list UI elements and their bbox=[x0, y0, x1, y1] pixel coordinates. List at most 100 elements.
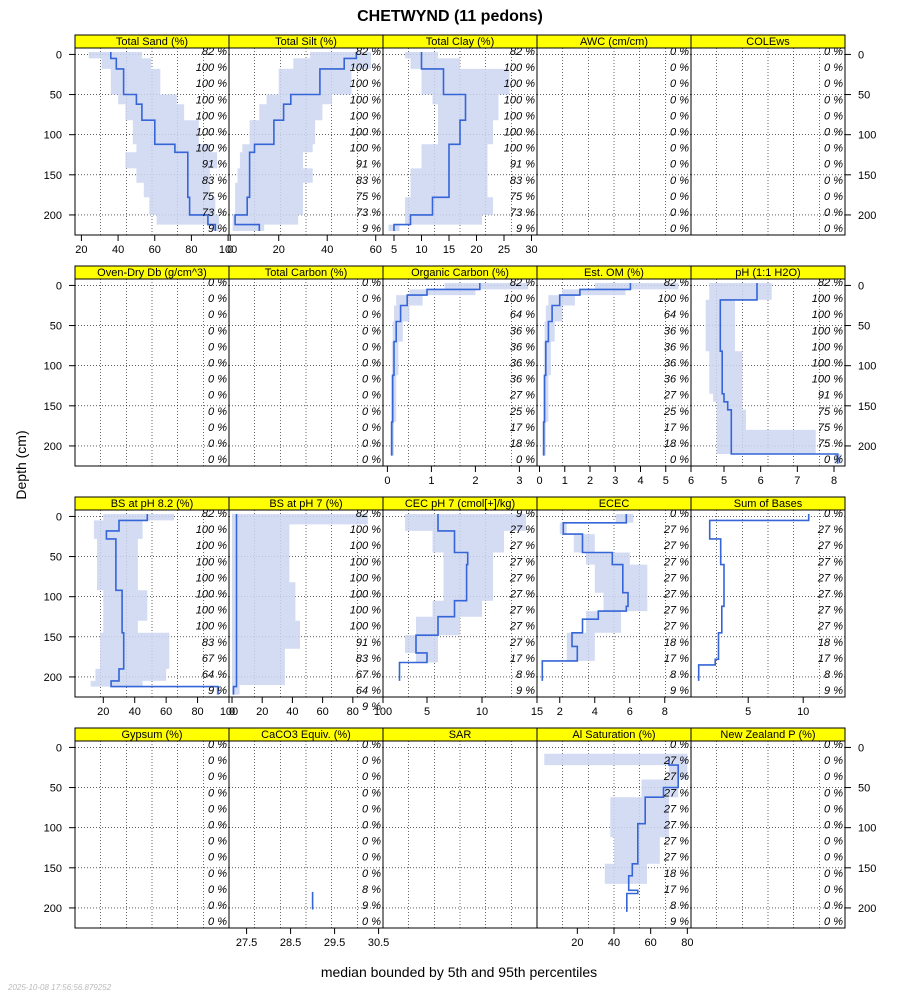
x-tick-label: 0 bbox=[384, 475, 390, 487]
x-tick-label: 2 bbox=[557, 706, 563, 718]
sample-percent-label: 27 % bbox=[817, 621, 843, 633]
sample-percent-label: 27 % bbox=[663, 390, 689, 402]
sample-percent-label: 0 % bbox=[824, 820, 843, 832]
x-tick-label: 20 bbox=[470, 244, 482, 256]
panel: Est. OM (%) 82 % 100 % 64 % 36 % 36 % 36 % 36 %… bbox=[536, 265, 692, 467]
sample-percent-label: 27 % bbox=[663, 820, 689, 832]
x-tick-label: 5 bbox=[424, 706, 430, 718]
sample-percent-label: 27 % bbox=[509, 390, 535, 402]
sample-percent-label: 9 % bbox=[516, 508, 535, 520]
sample-percent-label: 64 % bbox=[510, 309, 535, 321]
x-tick-label: 1 bbox=[562, 475, 568, 487]
sample-percent-label: 82 % bbox=[356, 46, 381, 58]
y-tick-label: 100 bbox=[44, 592, 62, 604]
panel-title: AWC (cm/cm) bbox=[580, 36, 648, 48]
sample-percent-label: 73 % bbox=[356, 207, 381, 219]
sample-percent-label: 27 % bbox=[509, 572, 535, 584]
sample-percent-label: 0 % bbox=[824, 836, 843, 848]
x-tick-label: 80 bbox=[185, 244, 197, 256]
x-tick-label: 40 bbox=[112, 244, 124, 256]
x-tick-label: 27.5 bbox=[236, 937, 257, 949]
y-tick-label-right: 150 bbox=[858, 401, 876, 413]
median-line bbox=[697, 514, 810, 681]
sample-percent-label: 0 % bbox=[362, 390, 381, 402]
panel: New Zealand P (%) 0 % 0 % 0 % 0 % 0 % 0 % 0 % 0 … bbox=[690, 727, 846, 929]
sample-percent-label: 0 % bbox=[824, 143, 843, 155]
sample-percent-label: 100 % bbox=[196, 143, 227, 155]
sample-percent-label: 27 % bbox=[817, 540, 843, 552]
x-tick-label: 40 bbox=[286, 706, 298, 718]
percentile-band bbox=[232, 52, 371, 231]
x-tick-label: 1 bbox=[428, 475, 434, 487]
sample-percent-label: 9 % bbox=[208, 685, 227, 697]
x-tick-label: 40 bbox=[608, 937, 620, 949]
sample-percent-label: 82 % bbox=[818, 277, 843, 289]
x-tick-label: 60 bbox=[645, 937, 657, 949]
panel: BS at pH 7 (%) 82 % 100 % 100 % 100 % 100 % 10… bbox=[228, 496, 384, 713]
sample-percent-label: 64 % bbox=[664, 309, 689, 321]
y-tick-label: 100 bbox=[44, 823, 62, 835]
sample-percent-label: 0 % bbox=[824, 787, 843, 799]
sample-percent-label: 82 % bbox=[510, 277, 535, 289]
sample-percent-label: 0 % bbox=[208, 820, 227, 832]
sample-percent-label: 0 % bbox=[670, 159, 689, 171]
median-line bbox=[110, 52, 217, 231]
panel: Organic Carbon (%)82 % 100 % 64 % 36 % 36 % 3… bbox=[382, 265, 538, 467]
y-tick-label-right: 50 bbox=[858, 321, 870, 333]
x-tick-label: 30.5 bbox=[368, 937, 389, 949]
sample-percent-label: 82 % bbox=[202, 508, 227, 520]
sample-percent-label: 100 % bbox=[350, 110, 381, 122]
x-tick-label: 10 bbox=[476, 706, 488, 718]
sample-percent-label: 0 % bbox=[362, 406, 381, 418]
x-tick-label: 0 bbox=[536, 475, 542, 487]
sample-percent-label: 82 % bbox=[202, 46, 227, 58]
sample-percent-label: 0 % bbox=[670, 127, 689, 139]
x-tick-label: 25 bbox=[498, 244, 510, 256]
y-tick-label: 150 bbox=[44, 401, 62, 413]
sample-percent-label: 27 % bbox=[663, 605, 689, 617]
panel: Al Saturation (%) 0 % 27 % 27 % 27 % 27 % 27 %… bbox=[536, 727, 692, 929]
chart-title: CHETWYND (11 pedons) bbox=[357, 8, 543, 25]
sample-percent-label: 91 % bbox=[202, 159, 227, 171]
sample-percent-label: 8 % bbox=[670, 669, 689, 681]
x-tick-label: 6 bbox=[758, 475, 764, 487]
sample-percent-label: 100 % bbox=[350, 127, 381, 139]
x-tick-label: 6 bbox=[627, 706, 633, 718]
x-tick-label: 3 bbox=[516, 475, 522, 487]
sample-percent-label: 18 % bbox=[818, 637, 843, 649]
x-tick-label: 80 bbox=[347, 706, 359, 718]
sample-percent-label: 0 % bbox=[362, 836, 381, 848]
panel-title: COLEws bbox=[746, 36, 790, 48]
y-tick-label-right: 100 bbox=[858, 823, 876, 835]
panel-title: New Zealand P (%) bbox=[720, 729, 815, 741]
sample-percent-label: 100 % bbox=[196, 556, 227, 568]
sample-percent-label: 0 % bbox=[362, 438, 381, 450]
percentile-band bbox=[559, 514, 648, 661]
sample-percent-label: 0 % bbox=[208, 755, 227, 767]
x-tick-label: 60 bbox=[370, 244, 382, 256]
sample-percent-label: 27 % bbox=[817, 556, 843, 568]
sample-percent-label: 0 % bbox=[670, 191, 689, 203]
y-tick-label: 0 bbox=[56, 280, 62, 292]
y-tick-label: 200 bbox=[44, 903, 62, 915]
sample-percent-label: 100 % bbox=[504, 293, 535, 305]
sample-percent-label: 18 % bbox=[664, 438, 689, 450]
sample-percent-label: 0 % bbox=[670, 739, 689, 751]
sample-percent-label: 0 % bbox=[362, 820, 381, 832]
sample-percent-label: 0 % bbox=[208, 374, 227, 386]
y-tick-label-right: 200 bbox=[858, 210, 876, 222]
sample-percent-label: 17 % bbox=[510, 422, 535, 434]
sample-percent-label: 0 % bbox=[362, 803, 381, 815]
median-line bbox=[232, 514, 238, 695]
x-tick-label: 60 bbox=[149, 244, 161, 256]
x-tick-label: 0 bbox=[229, 706, 235, 718]
sample-percent-label: 100 % bbox=[350, 78, 381, 90]
panel-grid: Total Sand (%)82 %100 %100 %100 %100 %10… bbox=[44, 34, 876, 949]
sample-percent-label: 100 % bbox=[196, 524, 227, 536]
sample-percent-label: 0 % bbox=[362, 374, 381, 386]
sample-percent-label: 17 % bbox=[818, 653, 843, 665]
x-tick-label: 100 bbox=[219, 244, 237, 256]
sample-percent-label: 83 % bbox=[202, 637, 227, 649]
sample-percent-label: 0 % bbox=[670, 175, 689, 187]
